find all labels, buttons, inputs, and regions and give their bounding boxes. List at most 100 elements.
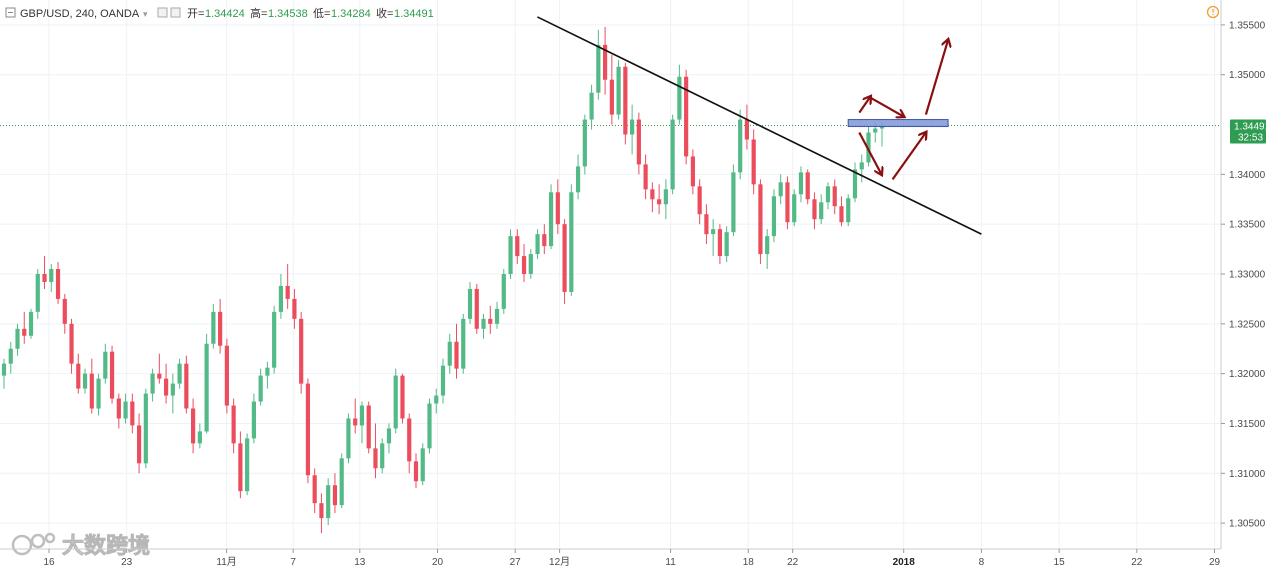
- high-value: 1.34538: [268, 8, 308, 20]
- candle-body: [454, 341, 459, 369]
- candle: [812, 192, 817, 230]
- candle: [711, 219, 716, 257]
- direction-arrow[interactable]: [858, 97, 870, 114]
- candle: [89, 358, 94, 414]
- candle: [616, 59, 621, 120]
- candle: [373, 423, 378, 479]
- time-tick-label: 11月: [216, 556, 236, 567]
- candle: [42, 256, 47, 289]
- candle: [150, 368, 155, 402]
- collapse-icon[interactable]: [5, 7, 16, 18]
- candle-body: [630, 119, 635, 135]
- candle: [170, 373, 175, 414]
- last-price-tag: 1.34491 32:53: [1230, 119, 1266, 144]
- trend-line[interactable]: [537, 16, 982, 235]
- candle: [96, 373, 101, 416]
- time-tick-label: 29: [1209, 557, 1221, 567]
- candle-body: [528, 254, 533, 275]
- candle-body: [778, 182, 783, 197]
- candle: [380, 438, 385, 474]
- candle-body: [873, 128, 878, 133]
- candle: [839, 196, 844, 227]
- candle: [420, 443, 425, 486]
- time-tick-label: 23: [121, 557, 133, 567]
- direction-arrow[interactable]: [924, 40, 948, 115]
- candle: [346, 413, 351, 464]
- candle: [771, 189, 777, 243]
- direction-arrow[interactable]: [869, 96, 903, 117]
- symbol-dropdown-icon[interactable]: ▾: [143, 10, 148, 20]
- candle-body: [711, 229, 716, 235]
- price-axis[interactable]: 1.35500 1.35000 1.34000 1.33500 1.33000 1.325…: [1221, 20, 1266, 530]
- candle-body: [386, 428, 392, 444]
- price-tick-label: 1.30500: [1229, 519, 1266, 530]
- candle-body: [96, 378, 101, 409]
- candle: [359, 401, 365, 444]
- candle-body: [136, 425, 142, 464]
- candle: [765, 229, 770, 270]
- candle-body: [771, 196, 777, 237]
- candle: [184, 355, 189, 414]
- time-tick-label: 11: [665, 557, 676, 567]
- candle: [427, 398, 432, 454]
- candle: [82, 368, 88, 394]
- candle-body: [143, 393, 148, 464]
- candle-body: [636, 119, 641, 165]
- candle-body: [866, 132, 871, 163]
- candle-body: [42, 274, 47, 282]
- candle-body: [501, 274, 506, 309]
- symbol-label[interactable]: GBP/USD, 240, OANDA: [20, 8, 140, 20]
- candle-body: [373, 448, 378, 469]
- time-axis[interactable]: 16 23 11月 7 13 20 27 12月 11 18 22 2018 8 15 22 29: [43, 549, 1220, 567]
- time-tick-label: 20: [432, 557, 444, 567]
- candle-body: [690, 156, 695, 187]
- price-tick-label: 1.35000: [1229, 70, 1266, 81]
- candle-body: [109, 351, 115, 399]
- candle: [670, 114, 675, 195]
- candle-body: [596, 44, 601, 93]
- candle-body: [359, 405, 365, 426]
- candle-body: [265, 367, 270, 376]
- candle-body: [245, 438, 250, 492]
- candle-body: [8, 348, 13, 364]
- candle: [332, 473, 338, 514]
- time-tick-label: 13: [354, 557, 366, 567]
- candle-body: [1, 363, 7, 376]
- candle: [744, 104, 750, 150]
- alert-icon[interactable]: [1206, 5, 1220, 19]
- candle: [1, 358, 7, 389]
- candle-body: [467, 288, 473, 319]
- candle: [447, 333, 452, 374]
- candle-body: [548, 192, 554, 247]
- resistance-zone[interactable]: [847, 119, 949, 128]
- candle: [366, 401, 371, 454]
- candle-body: [332, 485, 338, 506]
- candle: [609, 54, 614, 125]
- direction-arrow[interactable]: [891, 133, 926, 180]
- time-tick-label: 2018: [893, 557, 916, 567]
- direction-arrow[interactable]: [858, 132, 881, 175]
- visibility-icon[interactable]: [157, 7, 168, 18]
- candle-body: [22, 328, 27, 336]
- candle-body: [542, 234, 547, 247]
- candle-body: [852, 169, 858, 199]
- candle: [319, 493, 324, 534]
- candle-body: [819, 202, 824, 220]
- candle: [724, 226, 729, 263]
- candle-body: [535, 234, 540, 255]
- candle: [515, 229, 520, 265]
- candle-body: [116, 398, 121, 419]
- settings-icon[interactable]: [170, 7, 181, 18]
- candle: [231, 398, 236, 454]
- candle: [805, 169, 810, 205]
- candle-body: [420, 448, 425, 482]
- candle-body: [393, 375, 398, 429]
- candle: [218, 298, 223, 354]
- candle: [582, 114, 587, 175]
- time-tick-label: 22: [1131, 557, 1143, 567]
- candle: [197, 423, 202, 449]
- candle-body: [447, 341, 452, 366]
- candle: [521, 244, 527, 282]
- watermark-text: 大数跨境: [62, 533, 150, 559]
